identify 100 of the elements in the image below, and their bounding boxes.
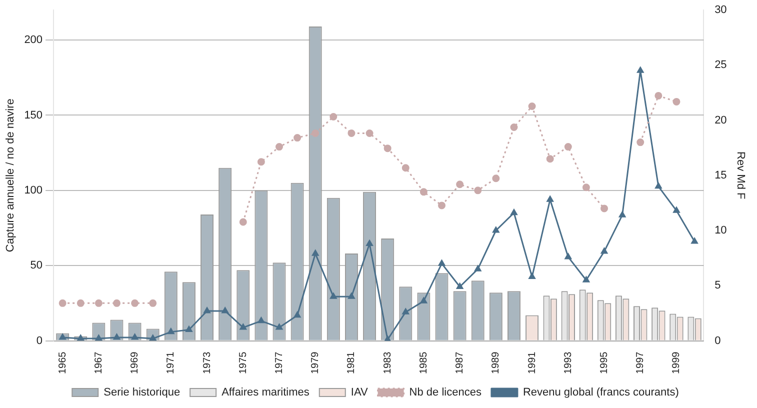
point [294, 312, 301, 318]
x-tick-label: 1985 [418, 351, 430, 374]
y2-tick-label: 5 [714, 280, 721, 292]
point [456, 180, 464, 188]
point [113, 334, 120, 340]
point [131, 299, 139, 307]
y-tick-label: 50 [30, 260, 43, 272]
point [240, 324, 246, 330]
point [582, 184, 590, 192]
point [528, 102, 536, 110]
y2-tick-label: 0 [714, 334, 721, 347]
point [402, 308, 409, 314]
point [58, 299, 66, 307]
x-tick-label: 1971 [166, 351, 177, 374]
legend-label: Nb de licences [409, 386, 482, 399]
legend-label: IAV [350, 386, 368, 399]
point [276, 324, 283, 330]
point [637, 66, 644, 73]
point [312, 250, 319, 256]
point [528, 273, 536, 280]
point [330, 112, 338, 120]
x-tick-label: 1995 [599, 351, 610, 374]
point [257, 158, 265, 166]
x-tick-label: 1989 [490, 351, 502, 374]
point [420, 188, 428, 196]
point [330, 292, 337, 299]
point [564, 253, 572, 260]
point [294, 134, 302, 142]
point [582, 276, 590, 282]
x-tick-label: 1987 [454, 351, 466, 374]
x-tick-label: 1997 [635, 351, 646, 374]
x-tick-label: 1969 [130, 351, 141, 374]
point [204, 307, 210, 314]
point [438, 202, 446, 210]
point [76, 299, 84, 307]
point [149, 299, 157, 307]
point [348, 130, 356, 138]
x-tick-label: 1999 [671, 351, 682, 374]
point [546, 155, 554, 163]
point [474, 186, 482, 194]
point [691, 238, 698, 244]
x-tick-label: 1965 [57, 351, 68, 374]
point [510, 124, 518, 132]
point [492, 174, 500, 182]
y-tick-label: 150 [24, 109, 43, 122]
point [94, 299, 102, 307]
point [95, 334, 102, 341]
point [456, 282, 464, 289]
point [636, 138, 644, 146]
point [131, 334, 138, 340]
point [654, 92, 662, 100]
point [239, 218, 247, 226]
x-tick-label: 1983 [382, 351, 394, 374]
x-tick-label: 1979 [310, 351, 322, 374]
point [655, 182, 662, 189]
y2-axis-title: Rev Md F [734, 152, 746, 200]
y2-tick-label: 25 [714, 59, 727, 72]
y-tick-label: 200 [24, 34, 43, 46]
point [348, 292, 355, 299]
x-tick-label: 1991 [526, 351, 538, 374]
point [600, 204, 608, 212]
x-tick-label: 1967 [93, 351, 104, 374]
point [168, 328, 174, 334]
point [672, 98, 680, 106]
point [546, 196, 554, 202]
y2-tick-label: 10 [714, 224, 727, 237]
y-tick-label: 0 [36, 334, 43, 347]
x-tick-label: 1993 [562, 351, 574, 374]
y-tick-label: 100 [24, 184, 43, 196]
y-axis-title: Capture annuelle / no de navire [4, 98, 17, 252]
point [384, 144, 392, 152]
x-tick-label: 1973 [202, 351, 213, 374]
point [366, 130, 374, 138]
point [420, 297, 428, 304]
point [366, 240, 373, 246]
legend-label: Revenu global (francs courants) [522, 386, 679, 399]
point [222, 307, 228, 314]
point [618, 211, 626, 218]
point [474, 265, 482, 272]
point [258, 317, 265, 324]
point [492, 226, 500, 233]
x-tick-label: 1977 [274, 351, 285, 374]
y2-tick-label: 30 [714, 4, 727, 16]
point [600, 248, 608, 254]
point [438, 260, 446, 266]
point [186, 326, 192, 332]
point [673, 206, 680, 213]
point [77, 334, 84, 341]
y2-tick-label: 15 [714, 169, 727, 182]
point [564, 143, 572, 151]
legend-label: Affaires maritimes [222, 386, 310, 399]
point [402, 164, 410, 172]
x-tick-label: 1981 [346, 351, 358, 374]
y2-tick-label: 20 [714, 114, 727, 126]
point [113, 299, 120, 307]
point [510, 209, 518, 216]
x-tick-label: 1975 [238, 351, 249, 374]
point [276, 143, 283, 151]
point [312, 130, 320, 138]
legend-label: Serie historique [104, 386, 180, 399]
